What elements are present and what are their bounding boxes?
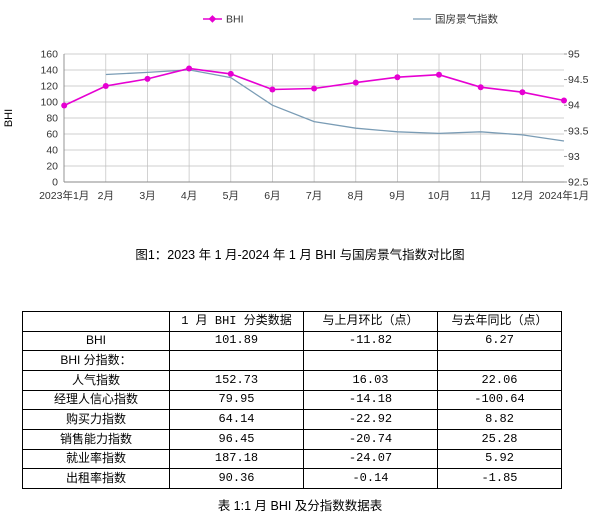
svg-text:2024年1月: 2024年1月 xyxy=(539,189,589,202)
svg-text:4月: 4月 xyxy=(181,190,197,202)
svg-text:2023年1月: 2023年1月 xyxy=(39,189,89,202)
svg-text:120: 120 xyxy=(40,81,58,93)
svg-text:40: 40 xyxy=(46,145,58,157)
svg-text:60: 60 xyxy=(46,129,58,141)
svg-text:11月: 11月 xyxy=(470,190,491,202)
svg-text:93: 93 xyxy=(568,151,580,163)
svg-text:95: 95 xyxy=(568,49,580,61)
svg-text:2月: 2月 xyxy=(98,190,114,202)
svg-text:国房景气指数: 国房景气指数 xyxy=(435,13,498,26)
svg-text:9月: 9月 xyxy=(389,190,405,202)
svg-text:140: 140 xyxy=(40,65,58,77)
svg-text:94.5: 94.5 xyxy=(568,74,589,86)
svg-text:94: 94 xyxy=(568,100,580,112)
svg-text:8月: 8月 xyxy=(348,190,364,202)
svg-text:0: 0 xyxy=(52,177,58,189)
svg-text:6月: 6月 xyxy=(264,190,280,202)
svg-text:BHI: BHI xyxy=(226,14,244,26)
svg-text:12月: 12月 xyxy=(511,190,533,202)
svg-text:3月: 3月 xyxy=(139,190,155,202)
svg-text:92.5: 92.5 xyxy=(568,177,589,189)
svg-text:7月: 7月 xyxy=(306,190,322,202)
svg-text:10月: 10月 xyxy=(428,190,450,202)
svg-text:100: 100 xyxy=(40,97,58,109)
svg-text:93.5: 93.5 xyxy=(568,125,589,137)
svg-text:BHI: BHI xyxy=(3,109,15,127)
svg-text:5月: 5月 xyxy=(223,190,239,202)
svg-text:80: 80 xyxy=(46,113,58,125)
svg-text:160: 160 xyxy=(40,49,58,61)
svg-text:20: 20 xyxy=(46,161,58,173)
